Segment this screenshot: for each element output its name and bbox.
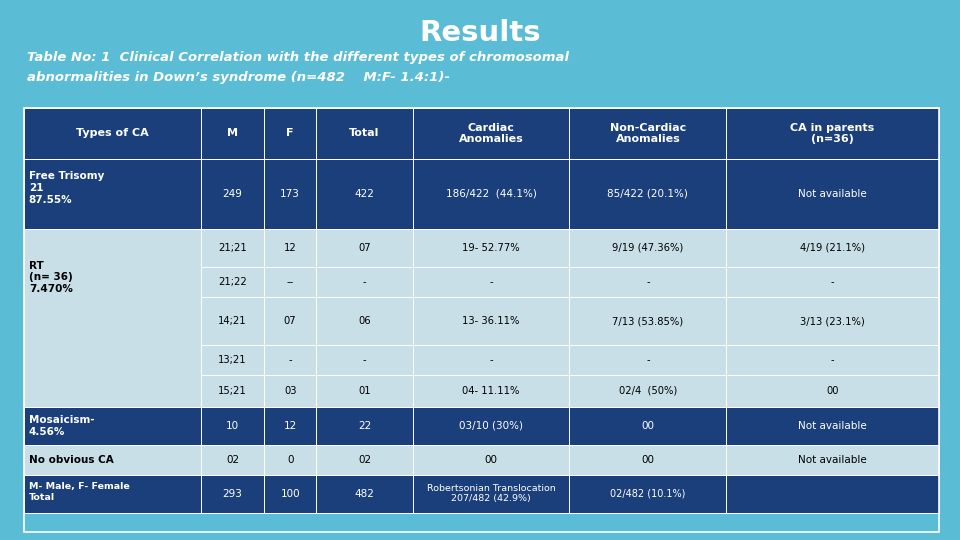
Text: 13- 36.11%: 13- 36.11%	[463, 316, 519, 326]
Text: Free Trisomy
21
87.55%: Free Trisomy 21 87.55%	[29, 172, 105, 205]
Text: Cardiac
Anomalies: Cardiac Anomalies	[459, 123, 523, 144]
Text: 10: 10	[226, 421, 239, 431]
Text: 02/482 (10.1%): 02/482 (10.1%)	[611, 489, 685, 499]
Text: No obvious CA: No obvious CA	[29, 455, 113, 465]
Text: 07: 07	[284, 316, 297, 326]
Text: 00: 00	[641, 421, 655, 431]
Text: 293: 293	[223, 489, 243, 499]
Text: RT
(n= 36)
7.470%: RT (n= 36) 7.470%	[29, 261, 73, 294]
Text: -: -	[288, 355, 292, 365]
Text: 02: 02	[358, 455, 372, 465]
Text: 482: 482	[354, 489, 374, 499]
Text: CA in parents
(n=36): CA in parents (n=36)	[790, 123, 875, 144]
Text: M: M	[227, 129, 238, 138]
Text: 07: 07	[358, 243, 371, 253]
Bar	[24, 159, 939, 229]
Bar	[24, 108, 939, 532]
Text: 03/10 (30%): 03/10 (30%)	[459, 421, 523, 431]
Text: 04- 11.11%: 04- 11.11%	[463, 386, 519, 396]
Text: 02: 02	[226, 455, 239, 465]
Text: Non-Cardiac
Anomalies: Non-Cardiac Anomalies	[610, 123, 686, 144]
Text: Not available: Not available	[799, 455, 867, 465]
Text: 19- 52.77%: 19- 52.77%	[463, 243, 520, 253]
Text: 422: 422	[354, 189, 374, 199]
Text: Mosaicism-
4.56%: Mosaicism- 4.56%	[29, 415, 94, 437]
Bar	[24, 445, 939, 475]
Text: 173: 173	[280, 189, 300, 199]
Text: 21;21: 21;21	[218, 243, 247, 253]
Text: 85/422 (20.1%): 85/422 (20.1%)	[608, 189, 688, 199]
Text: abnormalities in Down’s syndrome (n=482    M:F- 1.4:1)-: abnormalities in Down’s syndrome (n=482 …	[27, 71, 449, 84]
Text: -: -	[646, 355, 650, 365]
Text: -: -	[830, 355, 834, 365]
Text: 4/19 (21.1%): 4/19 (21.1%)	[800, 243, 865, 253]
Text: -: -	[490, 277, 492, 287]
Bar	[24, 229, 939, 407]
Text: Results: Results	[420, 19, 540, 47]
Text: 100: 100	[280, 489, 300, 499]
Text: Total: Total	[349, 129, 380, 138]
Text: Not available: Not available	[799, 421, 867, 431]
Text: 12: 12	[284, 243, 297, 253]
Text: F: F	[286, 129, 294, 138]
Text: 186/422  (44.1%): 186/422 (44.1%)	[445, 189, 537, 199]
Text: 15;21: 15;21	[218, 386, 247, 396]
Text: Robertsonian Translocation
207/482 (42.9%): Robertsonian Translocation 207/482 (42.9…	[426, 484, 556, 503]
Text: -: -	[363, 355, 367, 365]
Text: Table No: 1  Clinical Correlation with the different types of chromosomal: Table No: 1 Clinical Correlation with th…	[27, 51, 569, 64]
Text: M- Male, F- Female
Total: M- Male, F- Female Total	[29, 482, 130, 502]
Text: 3/13 (23.1%): 3/13 (23.1%)	[801, 316, 865, 326]
Text: 22: 22	[358, 421, 372, 431]
Text: -: -	[646, 277, 650, 287]
Text: 249: 249	[223, 189, 243, 199]
Text: 00: 00	[827, 386, 839, 396]
Text: Not available: Not available	[799, 189, 867, 199]
Text: 12: 12	[283, 421, 297, 431]
Bar	[24, 108, 939, 159]
Text: -: -	[830, 277, 834, 287]
Text: 9/19 (47.36%): 9/19 (47.36%)	[612, 243, 684, 253]
Text: 21;22: 21;22	[218, 277, 247, 287]
Text: 00: 00	[641, 455, 655, 465]
Text: 0: 0	[287, 455, 294, 465]
Text: 14;21: 14;21	[218, 316, 247, 326]
Text: 7/13 (53.85%): 7/13 (53.85%)	[612, 316, 684, 326]
Bar	[24, 475, 939, 513]
Text: 13;21: 13;21	[218, 355, 247, 365]
Text: 02/4  (50%): 02/4 (50%)	[619, 386, 677, 396]
Bar	[24, 407, 939, 445]
Text: 01: 01	[358, 386, 371, 396]
Text: -: -	[363, 277, 367, 287]
Text: Types of CA: Types of CA	[76, 129, 149, 138]
Text: 06: 06	[358, 316, 371, 326]
Text: --: --	[286, 277, 294, 287]
Text: 03: 03	[284, 386, 297, 396]
Text: -: -	[490, 355, 492, 365]
Text: 00: 00	[485, 455, 497, 465]
